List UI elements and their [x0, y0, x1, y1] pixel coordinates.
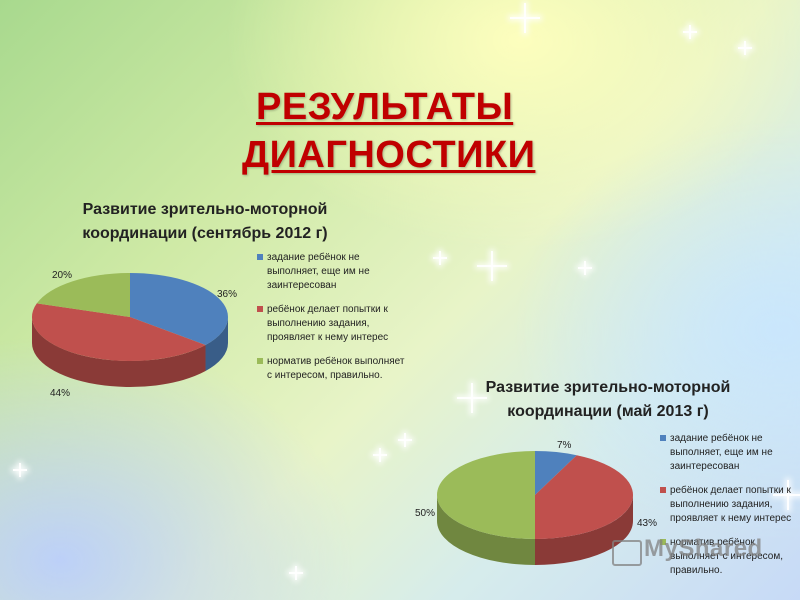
- chart1-legend-item: норматив ребёнок выполняет с интересом, …: [257, 355, 407, 383]
- chart1-label-green: 20%: [52, 270, 73, 281]
- chart2-title-line-2: координации (май 2013 г): [507, 403, 709, 420]
- watermark-text: MyShared: [644, 535, 763, 562]
- chart1-slice-0: [130, 273, 228, 346]
- chart1-slice-side-1: [32, 317, 206, 387]
- chart2-slice-side-1: [535, 495, 633, 565]
- chart1-slice-2: [36, 273, 130, 317]
- chart2-slice-0: [535, 451, 577, 495]
- chart1-label-blue: 36%: [217, 289, 238, 300]
- chart2-slice-1: [535, 455, 633, 539]
- slide-title-line-2: ДИАГНОСТИКИ: [242, 134, 536, 176]
- chart1-title: Развитие зрительно-моторной координации …: [40, 198, 370, 246]
- chart2-label-red: 43%: [637, 518, 658, 529]
- chart1-title-line-1: Развитие зрительно-моторной: [82, 201, 328, 218]
- watermark-icon: [612, 540, 642, 566]
- chart2-slice-2: [437, 451, 535, 539]
- legend-swatch-red: [660, 487, 666, 493]
- chart2-label-blue: 7%: [557, 440, 572, 451]
- legend-label: ребёнок делает попытки к выполнению зада…: [267, 304, 389, 343]
- chart2-legend-item: задание ребёнок не выполняет, еще им не …: [660, 432, 795, 474]
- legend-swatch-blue: [257, 254, 263, 260]
- legend-swatch-blue: [660, 435, 666, 441]
- chart1-legend: задание ребёнок не выполняет, еще им не …: [257, 251, 407, 393]
- legend-label: задание ребёнок не выполняет, еще им не …: [267, 252, 370, 291]
- legend-label: норматив ребёнок выполняет с интересом, …: [267, 356, 405, 381]
- chart2-legend: задание ребёнок не выполняет, еще им не …: [660, 432, 795, 588]
- slide-title-line-1: РЕЗУЛЬТАТЫ: [256, 86, 514, 128]
- chart2-legend-item: норматив ребёнок выполняет с интересом, …: [660, 536, 795, 578]
- legend-label: задание ребёнок не выполняет, еще им не …: [670, 433, 773, 472]
- chart1-legend-item: ребёнок делает попытки к выполнению зада…: [257, 303, 407, 345]
- chart1-slice-side-0: [205, 317, 228, 372]
- legend-label: норматив ребёнок выполняет с интересом, …: [670, 537, 783, 576]
- legend-label: ребёнок делает попытки к выполнению зада…: [670, 485, 792, 524]
- chart2-legend-item: ребёнок делает попытки к выполнению зада…: [660, 484, 795, 526]
- legend-swatch-green: [257, 358, 263, 364]
- chart1-legend-item: задание ребёнок не выполняет, еще им не …: [257, 251, 407, 293]
- chart1-slice-1: [32, 303, 206, 361]
- chart2-label-green: 50%: [415, 508, 436, 519]
- chart2-slice-side-2: [437, 495, 535, 565]
- chart1-label-red: 44%: [50, 388, 71, 399]
- legend-swatch-red: [257, 306, 263, 312]
- legend-swatch-green: [660, 539, 666, 545]
- chart1-title-line-2: координации (сентябрь 2012 г): [82, 225, 328, 242]
- chart1-pie: [32, 273, 228, 387]
- chart2-title: Развитие зрительно-моторной координации …: [438, 376, 778, 424]
- chart2-title-line-1: Развитие зрительно-моторной: [485, 379, 731, 396]
- chart2-pie: [437, 451, 633, 565]
